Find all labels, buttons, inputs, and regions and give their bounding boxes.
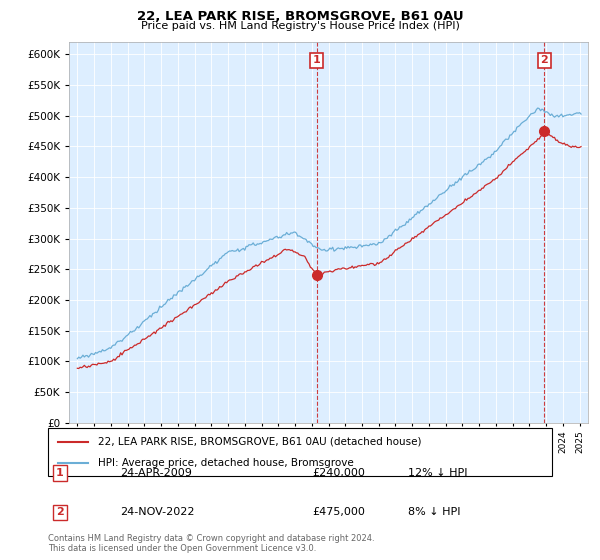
Text: 24-NOV-2022: 24-NOV-2022 (120, 507, 194, 517)
Text: 22, LEA PARK RISE, BROMSGROVE, B61 0AU: 22, LEA PARK RISE, BROMSGROVE, B61 0AU (137, 10, 463, 23)
Text: Price paid vs. HM Land Registry's House Price Index (HPI): Price paid vs. HM Land Registry's House … (140, 21, 460, 31)
Text: 1: 1 (313, 55, 320, 66)
Text: £240,000: £240,000 (312, 468, 365, 478)
FancyBboxPatch shape (48, 428, 552, 476)
Text: £475,000: £475,000 (312, 507, 365, 517)
Text: HPI: Average price, detached house, Bromsgrove: HPI: Average price, detached house, Brom… (98, 458, 354, 468)
Text: 22, LEA PARK RISE, BROMSGROVE, B61 0AU (detached house): 22, LEA PARK RISE, BROMSGROVE, B61 0AU (… (98, 437, 422, 447)
Text: 8% ↓ HPI: 8% ↓ HPI (408, 507, 461, 517)
Text: 2: 2 (56, 507, 64, 517)
Text: 1: 1 (56, 468, 64, 478)
Text: 24-APR-2009: 24-APR-2009 (120, 468, 192, 478)
Text: 12% ↓ HPI: 12% ↓ HPI (408, 468, 467, 478)
Text: 2: 2 (541, 55, 548, 66)
Text: Contains HM Land Registry data © Crown copyright and database right 2024.
This d: Contains HM Land Registry data © Crown c… (48, 534, 374, 553)
